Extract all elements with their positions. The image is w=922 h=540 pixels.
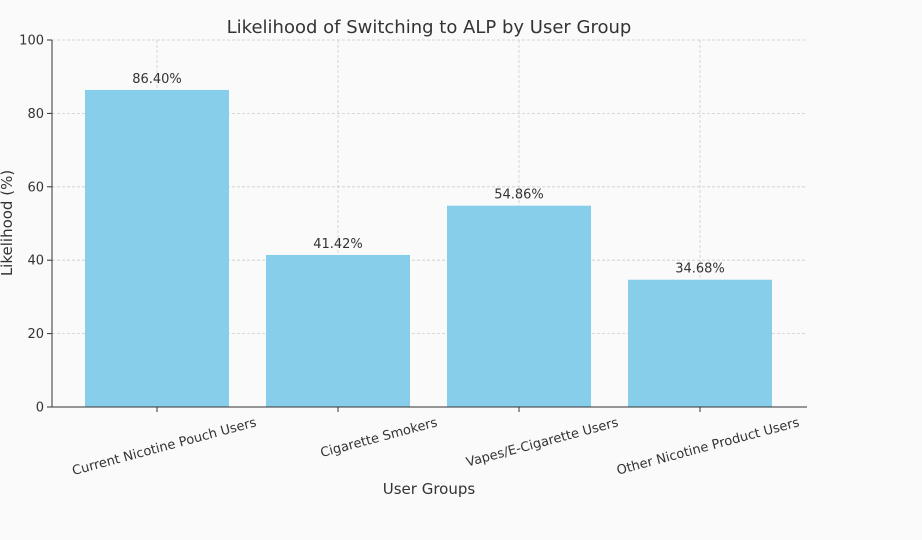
bar <box>85 89 229 408</box>
y-tick-label: 80 <box>27 107 44 122</box>
x-axis-label: User Groups <box>383 480 476 498</box>
y-axis-label: Likelihood (%) <box>0 170 16 276</box>
data-labels: 86.40% 41.42% 54.86% 34.68% <box>132 72 725 277</box>
bar-value-label: 86.40% <box>132 72 182 87</box>
bar <box>447 205 591 407</box>
y-ticks: 0 20 40 60 80 100 <box>19 34 52 416</box>
x-tick-label: Cigarette Smokers <box>319 415 439 461</box>
bar-value-label: 34.68% <box>675 262 725 277</box>
x-tick-label: Vapes/E-Cigarette Users <box>465 415 621 470</box>
bar <box>266 254 410 407</box>
y-tick-label: 20 <box>27 327 44 342</box>
bars <box>85 89 772 408</box>
bar <box>628 279 772 407</box>
bar-value-label: 54.86% <box>494 188 544 203</box>
y-tick-label: 0 <box>36 401 44 416</box>
x-ticks: Current Nicotine Pouch Users Cigarette Sm… <box>71 407 801 479</box>
bar-value-label: 41.42% <box>313 237 363 252</box>
y-tick-label: 40 <box>27 254 44 269</box>
axes <box>51 40 807 408</box>
x-tick-label: Current Nicotine Pouch Users <box>71 415 259 479</box>
chart-title: Likelihood of Switching to ALP by User G… <box>227 17 632 38</box>
x-tick-label: Other Nicotine Product Users <box>615 415 801 478</box>
y-tick-label: 60 <box>27 180 44 195</box>
y-tick-label: 100 <box>19 34 44 49</box>
